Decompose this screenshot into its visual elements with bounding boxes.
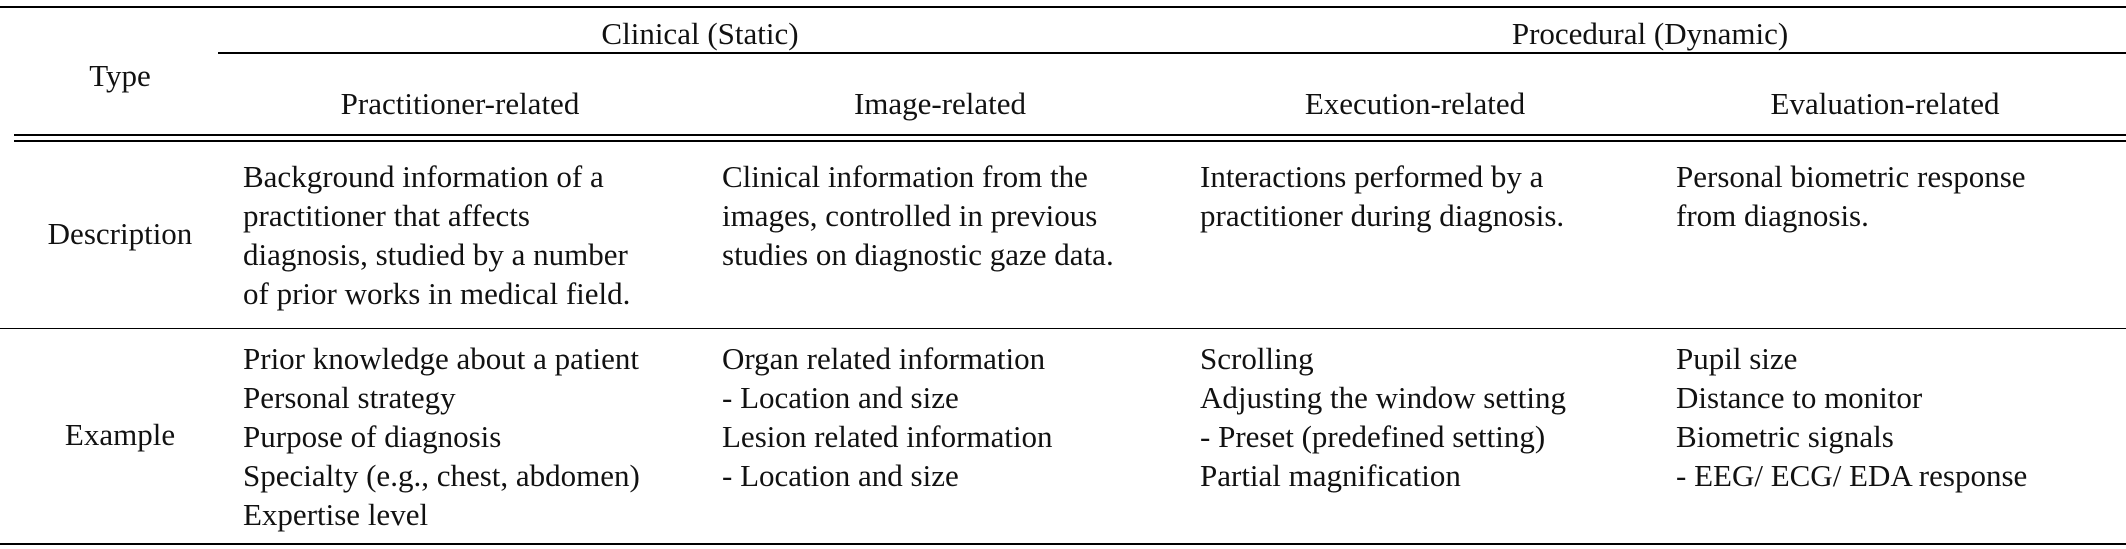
header-col-execution: Execution-related: [1304, 86, 1526, 121]
list-item: Expertise level: [243, 497, 429, 532]
header-group-clinical: Clinical (Static): [601, 16, 799, 51]
list-item: - EEG/ ECG/ EDA response: [1676, 458, 2028, 493]
row-label-example: Example: [64, 417, 176, 452]
list-item: Pupil size: [1676, 341, 1798, 376]
example-practitioner-list: Prior knowledge about a patient Personal…: [243, 339, 640, 534]
list-item: - Preset (predefined setting): [1200, 419, 1546, 454]
header-col-practitioner: Practitioner-related: [340, 86, 580, 121]
description-practitioner: Background information of a practitioner…: [243, 159, 631, 311]
list-item: Scrolling: [1200, 341, 1314, 376]
list-item: Biometric signals: [1676, 419, 1894, 454]
description-image: Clinical information from the images, co…: [722, 159, 1114, 272]
list-item: - Location and size: [722, 458, 959, 493]
bottom-rule: [0, 543, 2126, 545]
list-item: Personal strategy: [243, 380, 456, 415]
description-evaluation: Personal biometric response from diagnos…: [1676, 159, 2026, 233]
description-execution: Interactions performed by a practitioner…: [1200, 159, 1565, 233]
list-item: - Location and size: [722, 380, 959, 415]
example-evaluation-list: Pupil size Distance to monitor Biometric…: [1676, 339, 2027, 495]
example-execution-list: Scrolling Adjusting the window setting -…: [1200, 339, 1566, 495]
header-double-rule-lower: [14, 140, 2126, 142]
list-item: Partial magnification: [1200, 458, 1461, 493]
top-rule: [0, 6, 2126, 8]
header-group-procedural: Procedural (Dynamic): [1511, 16, 1789, 51]
list-item: Lesion related information: [722, 419, 1053, 454]
example-image-list: Organ related information - Location and…: [722, 339, 1053, 495]
row-label-description: Description: [47, 216, 193, 251]
list-item: Purpose of diagnosis: [243, 419, 502, 454]
header-double-rule-upper: [14, 134, 2126, 136]
header-col-evaluation: Evaluation-related: [1770, 86, 2000, 121]
header-col-image: Image-related: [853, 86, 1027, 121]
list-item: Specialty (e.g., chest, abdomen): [243, 458, 640, 493]
list-item: Distance to monitor: [1676, 380, 1923, 415]
header-type: Type: [89, 58, 151, 93]
list-item: Organ related information: [722, 341, 1046, 376]
row-separator: [0, 328, 2126, 329]
group-underline: [218, 52, 2126, 54]
list-item: Adjusting the window setting: [1200, 380, 1566, 415]
list-item: Prior knowledge about a patient: [243, 341, 640, 376]
